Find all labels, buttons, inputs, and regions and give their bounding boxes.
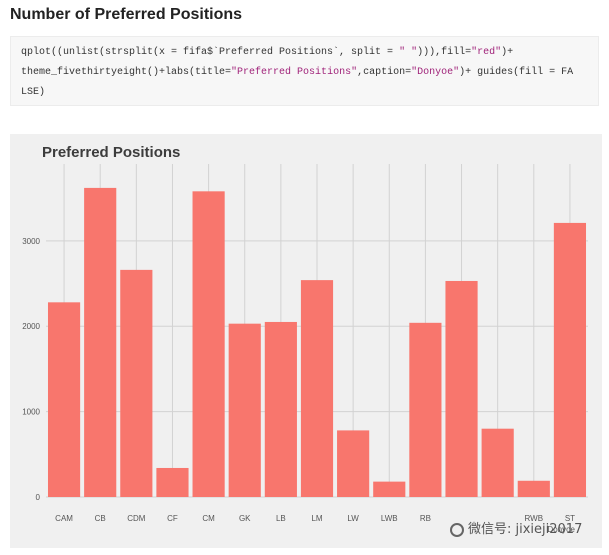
code-text: ,caption= [357, 67, 412, 78]
x-tick-label: CB [95, 514, 106, 523]
watermark-text: 微信号: jixieji2017 [468, 522, 583, 537]
watermark: 微信号: jixieji2017 [450, 518, 582, 537]
bar-cf [156, 467, 189, 497]
chart-caption: Donyoe [547, 525, 575, 534]
x-tick-labels: CAM CB CDM CF CM GK LB LM LW LWB RB RWB ST [55, 514, 575, 523]
bar-st [553, 222, 587, 497]
bar-lm [300, 280, 334, 497]
bar-cm [192, 191, 225, 498]
wechat-icon [450, 522, 464, 537]
y-tick-label: 0 [36, 493, 41, 502]
code-block: qplot((unlist(strsplit(x = fifa$`Preferr… [10, 36, 599, 106]
x-tick-label: LB [276, 514, 286, 523]
y-tick-label: 3000 [22, 237, 40, 246]
x-tick-label: LW [347, 514, 359, 523]
chart-title: Preferred Positions [42, 144, 180, 161]
code-line-2: theme_fivethirtyeight()+labs(title="Pref… [21, 63, 588, 83]
code-text: theme_fivethirtyeight()+labs(title= [21, 67, 232, 78]
bar-cb [84, 187, 117, 497]
y-tick-labels: 0 1000 2000 3000 [22, 237, 40, 502]
bar-rb [409, 322, 442, 497]
section-heading: Number of Preferred Positions [10, 6, 243, 23]
code-string: " " [399, 47, 418, 58]
code-text: LSE) [21, 87, 46, 98]
x-tick-label: RWB [525, 514, 544, 523]
bar-cam [47, 302, 81, 497]
x-tick-label: CAM [55, 514, 73, 523]
code-line-3: LSE) [21, 83, 588, 103]
code-string: "red" [471, 47, 502, 58]
bar-gk [228, 323, 261, 497]
bar-lw [337, 430, 370, 497]
y-tick-label: 2000 [22, 322, 40, 331]
code-string: "Preferred Positions" [231, 67, 358, 78]
code-text: )+ guides(fill = FA [459, 67, 574, 78]
bar-rwb [517, 480, 550, 497]
x-tick-label: RB [420, 514, 431, 523]
bar-cdm [120, 269, 153, 497]
bar-chart: 0 1000 2000 3000 CAM CB CDM CF CM GK LB LM LW LWB RB R… [22, 144, 588, 534]
code-text: )+ [501, 47, 514, 58]
code-line-1: qplot((unlist(strsplit(x = fifa$`Preferr… [21, 43, 588, 63]
plot-panel: 0 1000 2000 3000 CAM CB CDM CF CM GK LB LM LW LWB RB R… [10, 134, 602, 548]
x-tick-label: CF [167, 514, 178, 523]
x-tick-label: LWB [381, 514, 398, 523]
x-tick-label: GK [239, 514, 251, 523]
code-string: "Donyoe" [411, 67, 460, 78]
bars [47, 187, 587, 498]
x-tick-label: LM [311, 514, 322, 523]
y-tick-label: 1000 [22, 408, 40, 417]
bar-lwb [373, 481, 406, 497]
bar-rw [481, 428, 514, 497]
bar-rm [445, 280, 478, 497]
x-tick-label: ST [565, 514, 575, 523]
x-tick-label: CM [202, 514, 215, 523]
bar-lb [264, 321, 297, 497]
x-tick-label: CDM [127, 514, 146, 523]
code-text: qplot((unlist(strsplit(x = fifa$`Preferr… [21, 47, 400, 58]
code-text: ))),fill= [417, 47, 472, 58]
